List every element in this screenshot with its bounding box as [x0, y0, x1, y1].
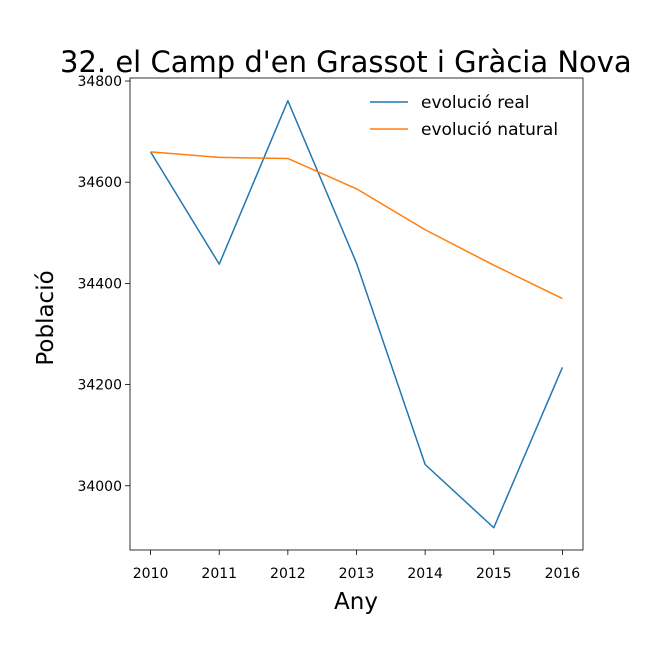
legend-label-1: evolució real	[421, 93, 530, 113]
series-layer	[149, 100, 564, 529]
chart-title: 32. el Camp d'en Grassot i Gràcia Nova	[60, 45, 632, 79]
y-tick-label: 34000	[77, 479, 122, 495]
x-tick-label: 2014	[407, 566, 443, 582]
legend-label-2: evolució natural	[421, 120, 558, 140]
series-line-1	[149, 100, 564, 529]
y-axis: 34000 34200 34400 34600 34800	[77, 74, 130, 495]
x-tick-label: 2016	[545, 566, 581, 582]
x-tick-label: 2015	[476, 566, 512, 582]
series-line-2	[150, 151, 563, 300]
x-axis: 2010 2011 2012 2013 2014 2015 2016	[133, 550, 581, 582]
y-axis-label: Població	[33, 270, 59, 365]
y-tick-label: 34600	[77, 175, 122, 191]
x-tick-label: 2010	[133, 566, 169, 582]
x-tick-label: 2013	[339, 566, 375, 582]
x-tick-label: 2011	[201, 566, 237, 582]
x-axis-label: Any	[334, 589, 378, 615]
y-tick-label: 34800	[77, 74, 122, 90]
x-tick-label: 2012	[270, 566, 306, 582]
y-tick-label: 34200	[77, 378, 122, 394]
legend: evolució real evolució natural	[370, 93, 558, 140]
y-tick-label: 34400	[77, 276, 122, 292]
